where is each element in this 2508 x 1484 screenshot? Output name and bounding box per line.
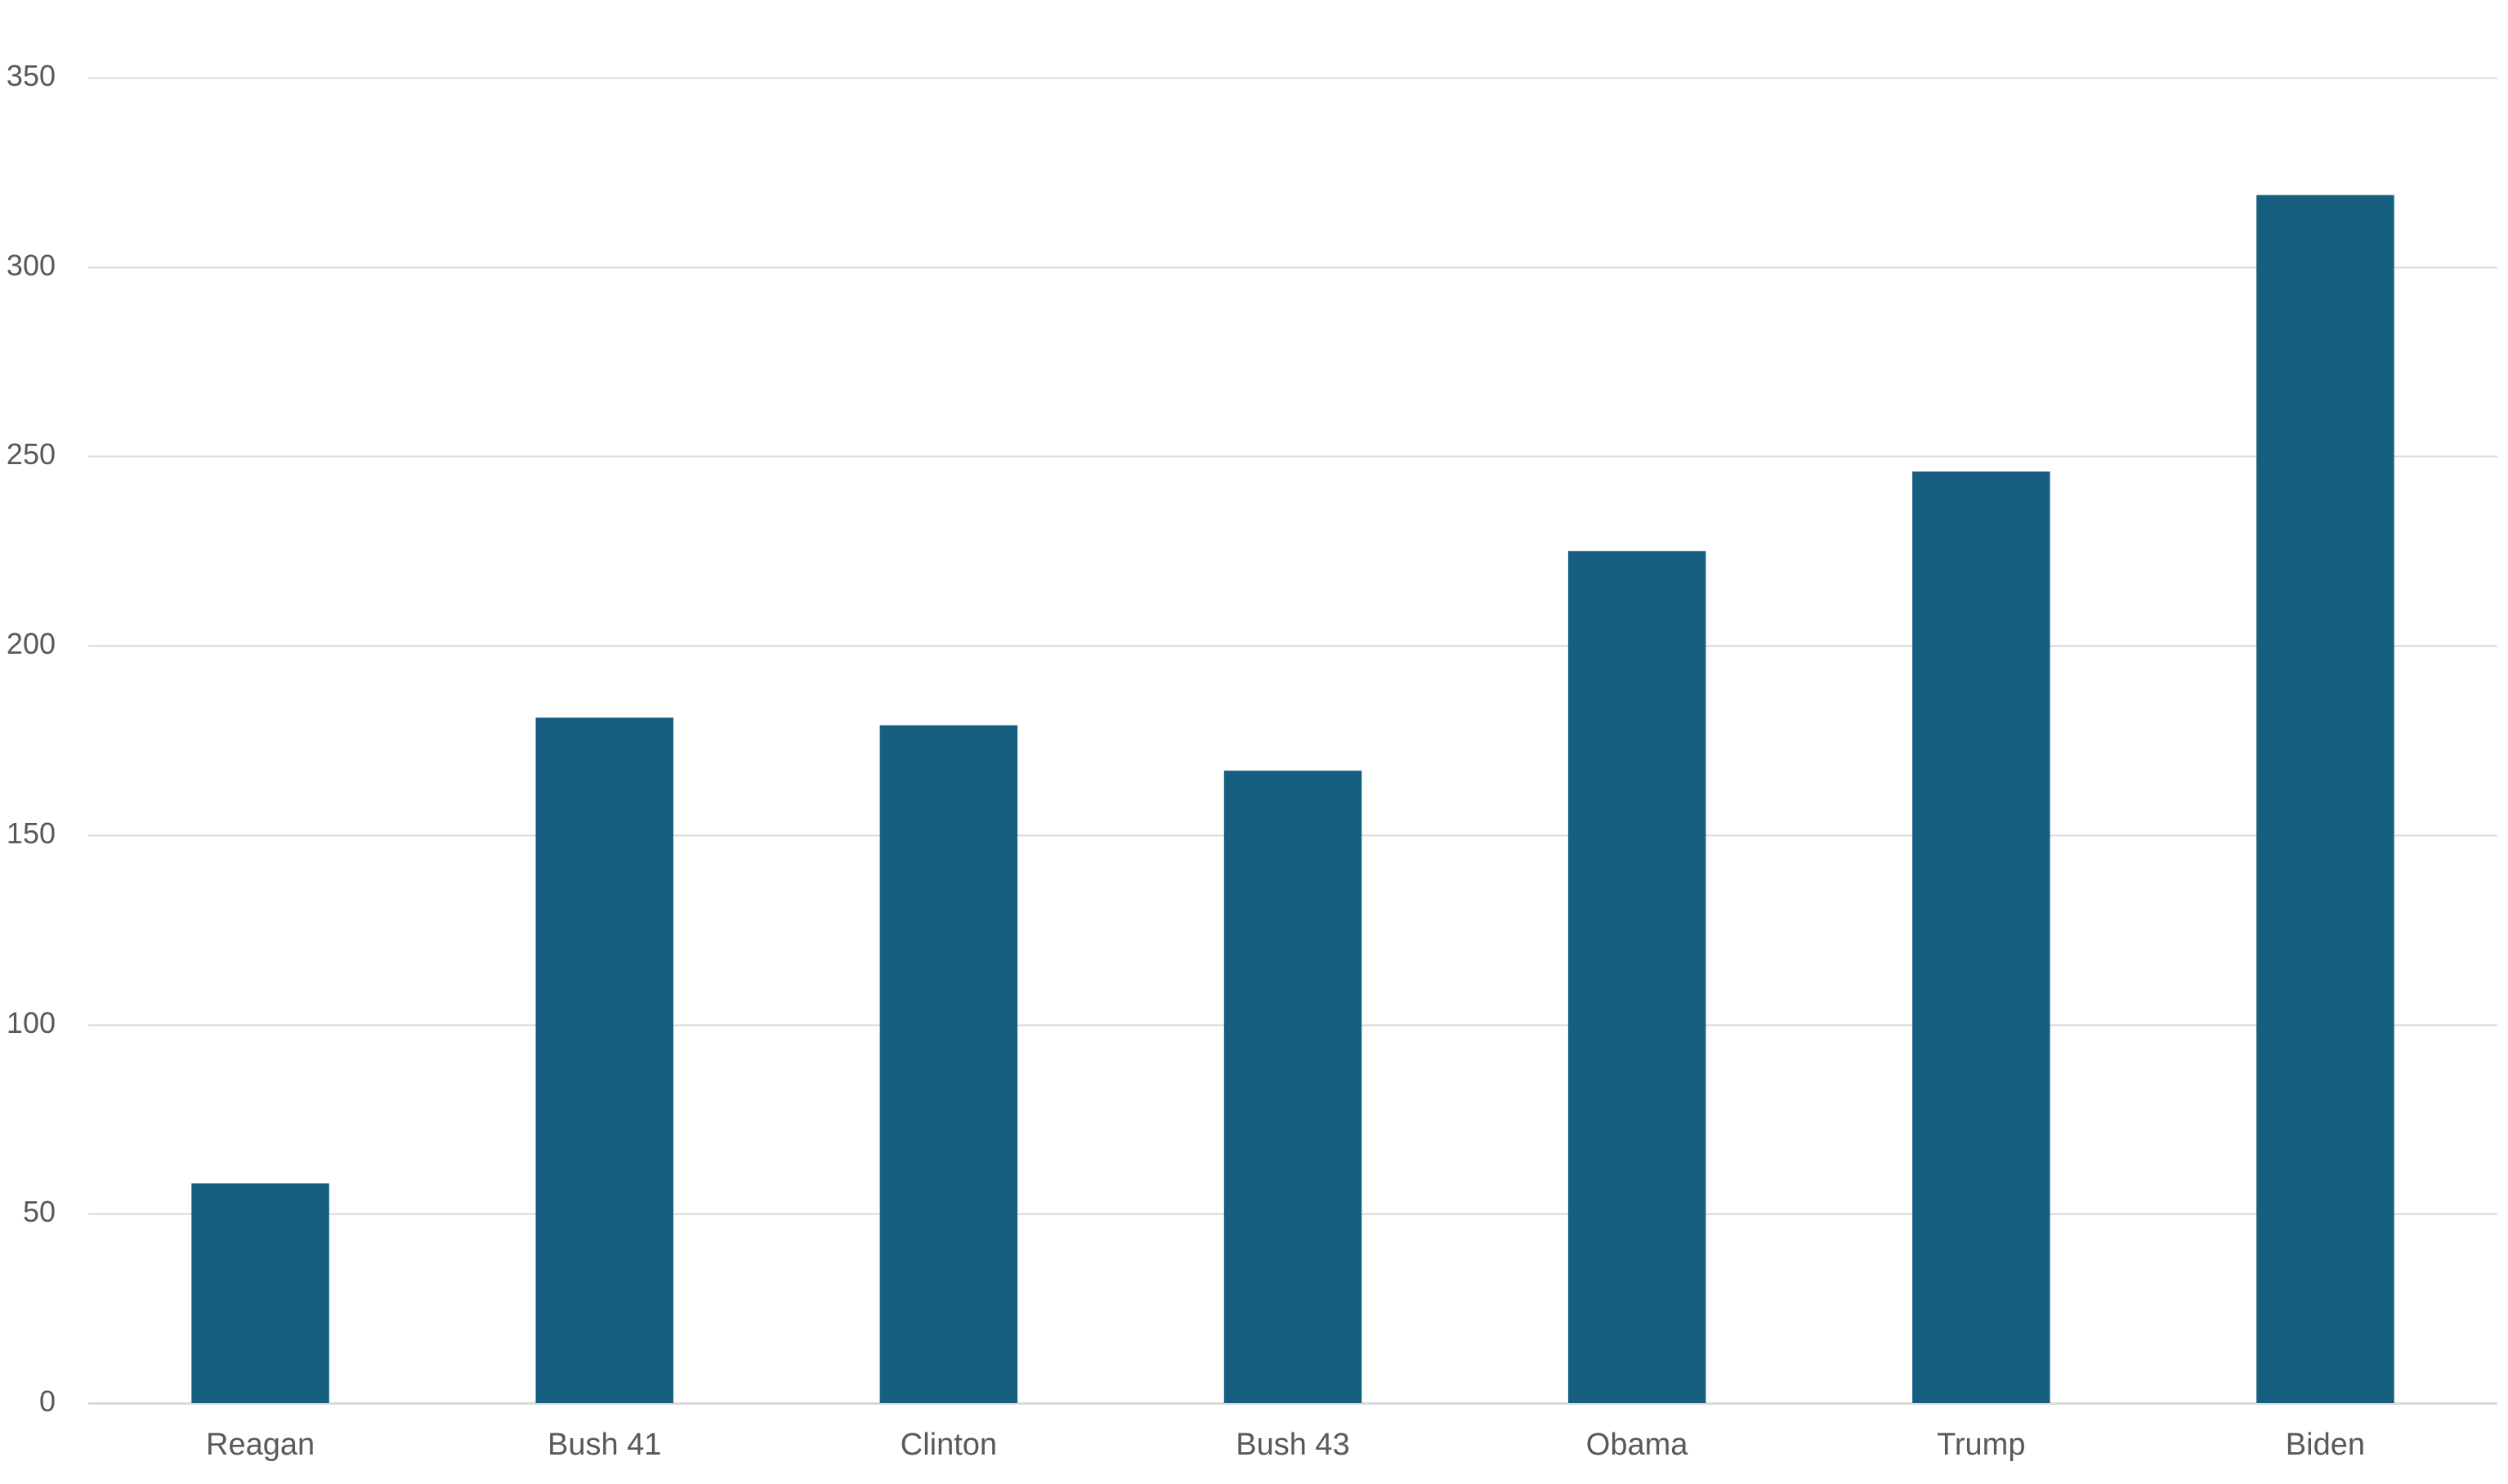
y-tick-label: 250 — [7, 437, 56, 471]
y-tick-label: 350 — [7, 59, 56, 92]
y-tick-label: 150 — [7, 816, 56, 850]
x-category-label: Biden — [2286, 1428, 2365, 1462]
bar-trump — [1912, 472, 2050, 1403]
y-tick-label: 50 — [23, 1195, 56, 1228]
bar-clinton — [879, 725, 1018, 1403]
bars — [191, 194, 2394, 1404]
x-category-label: Clinton — [901, 1428, 997, 1462]
y-tick-label: 0 — [39, 1384, 56, 1418]
x-category-label: Obama — [1586, 1428, 1688, 1462]
bar-reagan — [191, 1183, 329, 1403]
x-axis-category-labels: Reagan Bush 41 Clinton Bush 43 Obama Trump Bid… — [206, 1428, 2365, 1462]
gridlines — [88, 77, 2497, 1405]
bar-obama — [1567, 551, 1706, 1403]
y-axis-tick-labels: 0 50 100 150 200 250 300 350 — [7, 59, 56, 1418]
y-tick-label: 300 — [7, 248, 56, 282]
bar-bush-43 — [1223, 771, 1362, 1403]
bar-biden — [2256, 194, 2394, 1404]
y-tick-label: 200 — [7, 627, 56, 660]
x-category-label: Reagan — [206, 1428, 315, 1462]
x-category-label: Bush 41 — [548, 1428, 661, 1462]
x-category-label: Bush 43 — [1236, 1428, 1349, 1462]
bar-bush-41 — [535, 717, 673, 1403]
x-category-label: Trump — [1937, 1428, 2025, 1462]
y-tick-label: 100 — [7, 1006, 56, 1039]
